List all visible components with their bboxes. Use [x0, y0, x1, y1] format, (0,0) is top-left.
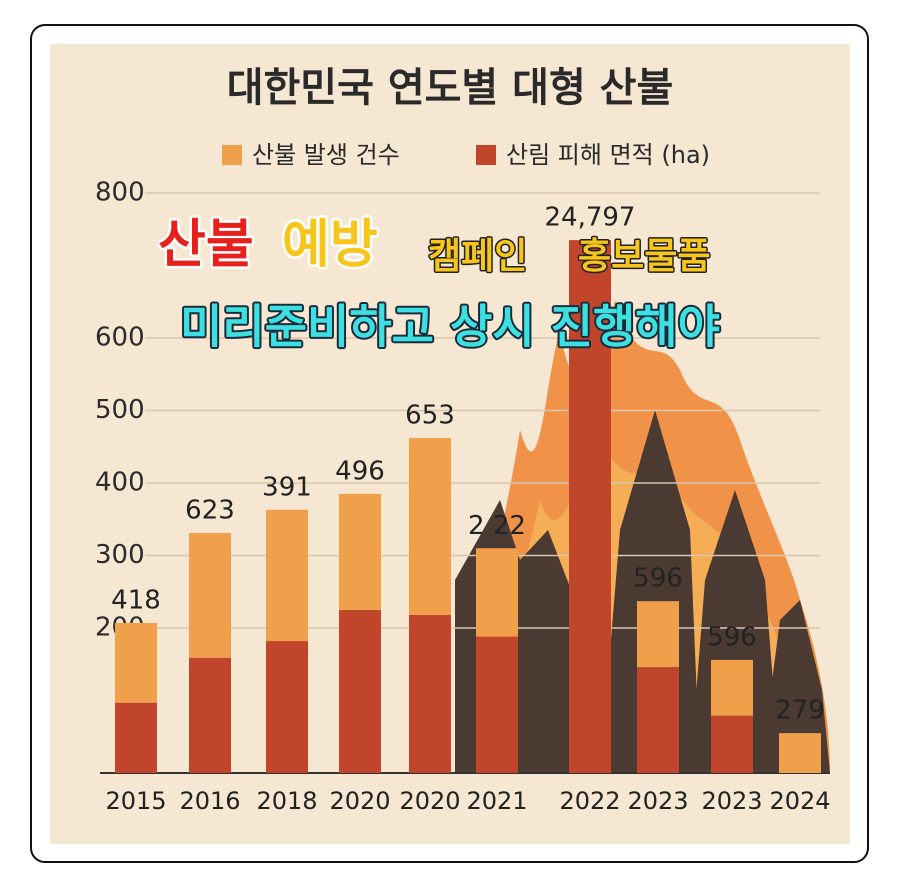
banner-text: 미리준비하고 상시 진행해야	[180, 300, 720, 354]
y-tick-label: 300	[95, 540, 145, 570]
bar-segment	[266, 641, 308, 773]
bar-segment	[409, 614, 451, 773]
x-tick-label: 2015	[105, 787, 166, 815]
x-tick-label: 2021	[466, 787, 527, 815]
x-tick-label: 2020	[329, 787, 390, 815]
bar-label: 279	[775, 696, 825, 726]
bar-segment	[779, 733, 821, 773]
bar-label: 391	[262, 472, 312, 502]
bar-segment	[115, 622, 157, 703]
bar-segment	[409, 438, 451, 615]
banner-text: 산불	[158, 215, 254, 275]
bar-segment	[476, 548, 518, 637]
tree	[760, 600, 830, 773]
x-tick-label: 2016	[179, 787, 240, 815]
bar-label: 418	[111, 585, 161, 615]
bar-segment	[711, 715, 753, 773]
y-tick-label: 600	[95, 323, 145, 353]
bar-segment	[637, 667, 679, 773]
banner-text: 홍보물품	[578, 236, 710, 277]
bar-segment	[476, 636, 518, 773]
bar-label: 653	[405, 401, 455, 431]
banner-text: 예방	[282, 215, 378, 275]
banner-text: 캠페인	[428, 236, 527, 277]
legend-swatch	[222, 145, 242, 165]
y-tick-label: 500	[95, 395, 145, 425]
bar-label: 496	[335, 456, 385, 486]
x-tick-label: 2020	[399, 787, 460, 815]
x-tick-label: 2022	[559, 787, 620, 815]
bar-label: 24,797	[545, 203, 636, 233]
legend-swatch	[476, 145, 496, 165]
x-tick-label: 2023	[701, 787, 762, 815]
bar-label: 596	[633, 564, 683, 594]
legend-label: 산림 피해 면적 (ha)	[506, 141, 710, 169]
x-tick-label: 2024	[769, 787, 830, 815]
chart-title: 대한민국 연도별 대형 산불	[227, 65, 674, 111]
x-tick-label: 2023	[627, 787, 688, 815]
bar-segment	[339, 609, 381, 773]
y-tick-label: 400	[95, 468, 145, 498]
bar-segment	[339, 493, 381, 610]
y-tick-label: 800	[95, 178, 145, 208]
bar-label: 2 22	[468, 511, 526, 541]
bar-segment	[115, 702, 157, 773]
bar-segment	[266, 509, 308, 642]
bar-segment	[569, 240, 611, 773]
bar-segment	[189, 533, 231, 658]
bar-segment	[637, 601, 679, 668]
bar-label: 623	[185, 496, 235, 526]
legend-label: 산불 발생 건수	[252, 141, 400, 169]
x-tick-label: 2018	[256, 787, 317, 815]
bar-segment	[711, 659, 753, 716]
bar-label: 596	[707, 622, 757, 652]
bar-segment	[189, 657, 231, 773]
